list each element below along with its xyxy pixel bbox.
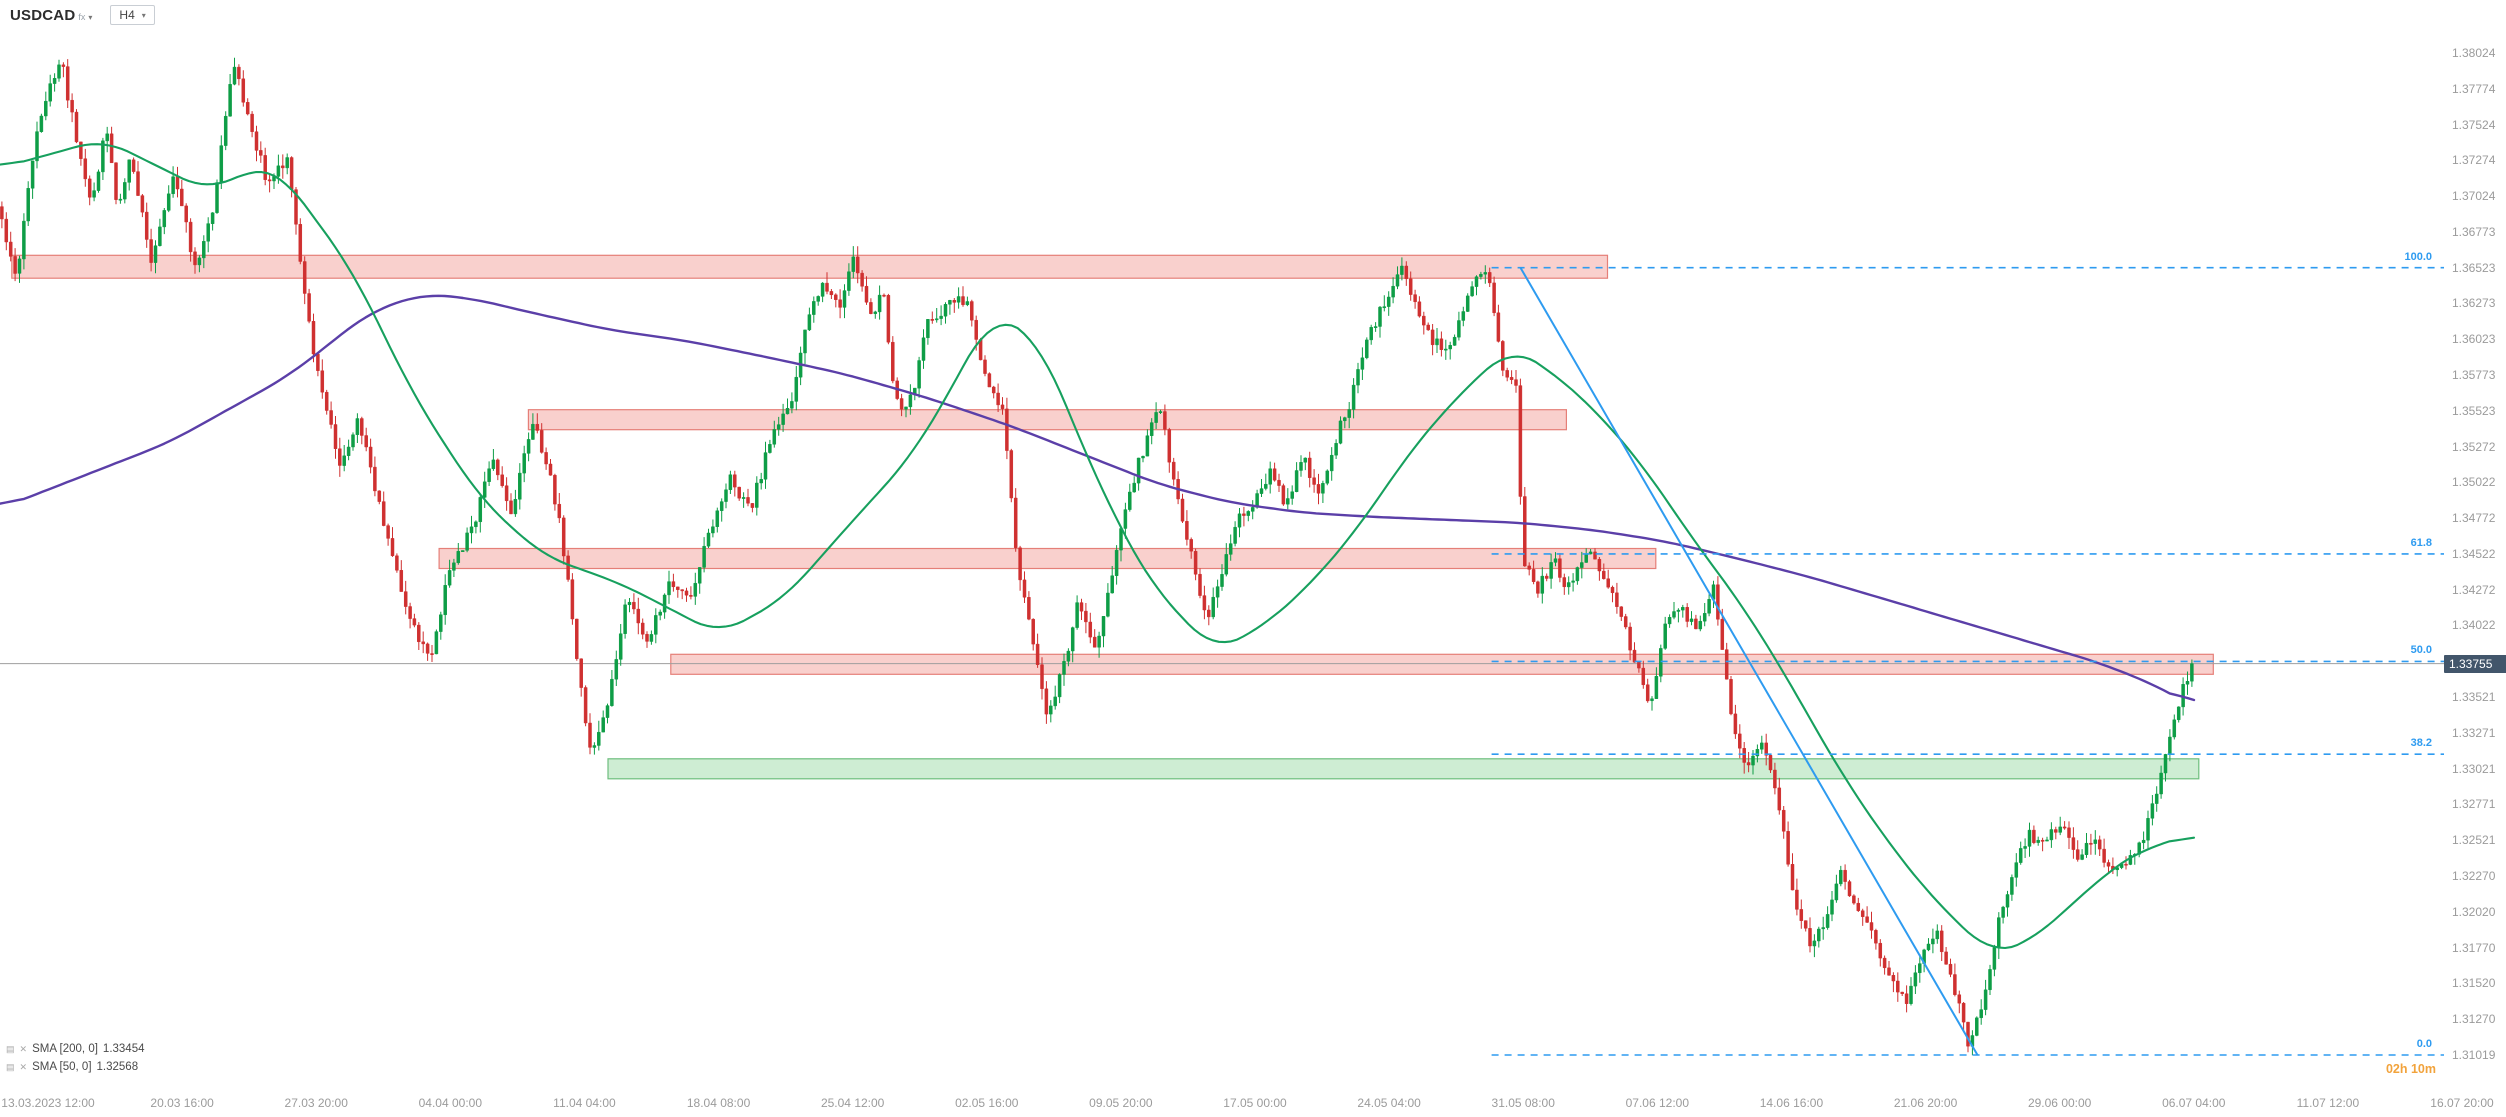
price-axis-tick: 1.35022 (2452, 475, 2496, 490)
price-axis-tick: 1.36523 (2452, 260, 2496, 275)
price-axis-tick: 1.37524 (2452, 117, 2496, 132)
indicator-label: SMA [200, 0] (32, 1043, 98, 1055)
indicator-settings-icon[interactable]: ▤ (6, 1061, 15, 1072)
resistance-zone[interactable] (527, 409, 1568, 431)
sma-50-line[interactable] (0, 143, 2196, 950)
fib-level-label: 100.0 (2404, 250, 2432, 263)
indicator-settings-icon[interactable]: ▤ (6, 1043, 15, 1054)
price-axis-tick: 1.36023 (2452, 332, 2496, 347)
time-axis[interactable]: 13.03.2023 12:00 20.03 16:00 27.03 20:00 04… (0, 1093, 2506, 1115)
price-axis-tick: 1.35272 (2452, 439, 2496, 454)
price-axis-tick: 1.36773 (2452, 224, 2496, 239)
time-axis-tick: 07.06 12:00 (1625, 1096, 1690, 1110)
indicator-remove-icon[interactable]: ✕ (19, 1061, 28, 1072)
price-axis-tick: 1.31770 (2452, 940, 2496, 955)
price-axis-tick: 1.34522 (2452, 546, 2496, 561)
timeframe-label: H4 (119, 8, 135, 22)
price-axis-tick: 1.36273 (2452, 296, 2496, 311)
time-axis-tick: 21.06 20:00 (1893, 1096, 1958, 1110)
price-axis-tick: 1.33021 (2452, 761, 2496, 776)
time-axis-tick: 13.03.2023 12:00 (1, 1096, 95, 1110)
indicator-remove-icon[interactable]: ✕ (19, 1043, 28, 1054)
price-axis-tick: 1.33521 (2452, 690, 2496, 705)
indicator-value: 1.33454 (102, 1043, 145, 1055)
fib-trendline[interactable] (1519, 267, 1979, 1056)
sma-200-line[interactable] (0, 294, 2196, 702)
indicator-legend-row: ▤ ✕ SMA [50, 0] 1.32568 (6, 1058, 145, 1076)
price-axis-tick: 1.35773 (2452, 367, 2496, 382)
indicator-legend-row: ▤ ✕ SMA [200, 0] 1.33454 (6, 1040, 145, 1058)
price-axis-tick: 1.35523 (2452, 403, 2496, 418)
price-axis-tick: 1.31270 (2452, 1012, 2496, 1027)
price-axis-tick: 1.32270 (2452, 869, 2496, 884)
current-price-label: 1.33755 (2444, 654, 2506, 673)
indicator-legend: ▤ ✕ SMA [200, 0] 1.33454 ▤ ✕ SMA [50, 0]… (6, 1040, 145, 1076)
symbol-name: USDCAD (10, 6, 76, 24)
time-axis-tick: 16.07 20:00 (2430, 1096, 2494, 1110)
price-axis-tick: 1.32020 (2452, 904, 2496, 919)
resistance-zone[interactable] (11, 254, 1609, 279)
price-axis-tick: 1.38024 (2452, 46, 2496, 60)
timeframe-selector[interactable]: H4 ▾ (110, 5, 155, 25)
fib-level-label: 38.2 (2410, 737, 2432, 750)
price-axis-tick: 1.37774 (2452, 81, 2496, 96)
chevron-down-icon: ▾ (88, 12, 93, 22)
fib-level-label: 61.8 (2410, 536, 2432, 549)
time-axis-tick: 27.03 20:00 (284, 1096, 348, 1110)
price-axis-tick: 1.33271 (2452, 725, 2496, 740)
resistance-zone[interactable] (670, 653, 2214, 675)
candles-down-bodies (0, 64, 2128, 1047)
price-axis-tick: 1.31520 (2452, 976, 2496, 991)
resistance-zone[interactable] (438, 547, 1657, 570)
time-axis-tick: 14.06 16:00 (1759, 1096, 1824, 1110)
chart-header: USDCAD fx ▾ H4 ▾ (0, 0, 2506, 30)
price-axis-tick: 1.34272 (2452, 582, 2496, 597)
time-axis-tick: 17.05 00:00 (1223, 1096, 1287, 1110)
time-axis-tick: 11.07 12:00 (2296, 1096, 2360, 1110)
fib-level-label: 0.0 (2416, 1038, 2432, 1050)
price-axis-tick: 1.34772 (2452, 511, 2496, 526)
price-axis-tick: 1.32521 (2452, 833, 2496, 848)
indicator-value: 1.32568 (96, 1061, 139, 1073)
price-axis-tick: 1.32771 (2452, 797, 2496, 812)
price-axis-tick: 1.34022 (2452, 618, 2496, 633)
time-axis-tick: 04.04 00:00 (418, 1096, 483, 1110)
symbol-type-badge: fx (78, 11, 86, 22)
time-axis-tick: 06.07 04:00 (2162, 1096, 2226, 1110)
price-axis-tick: 1.37024 (2452, 189, 2496, 204)
support-zone[interactable] (607, 758, 2200, 780)
time-axis-tick: 25.04 12:00 (820, 1096, 885, 1110)
symbol-selector[interactable]: USDCAD fx ▾ (10, 7, 92, 24)
time-axis-tick: 29.06 00:00 (2027, 1096, 2092, 1110)
price-axis-tick: 1.37274 (2452, 153, 2496, 168)
time-axis-tick: 11.04 04:00 (553, 1096, 616, 1110)
price-axis[interactable]: 1.38024 1.37774 1.37524 1.37274 1.37024 1.367… (2444, 0, 2506, 1093)
time-axis-tick: 24.05 04:00 (1357, 1096, 1421, 1110)
time-axis-tick: 02.05 16:00 (955, 1096, 1019, 1110)
time-axis-tick: 09.05 20:00 (1089, 1096, 1153, 1110)
indicator-label: SMA [50, 0] (32, 1061, 92, 1073)
fib-level-label: 50.0 (2410, 644, 2432, 657)
chevron-down-icon: ▾ (141, 10, 146, 20)
price-axis-tick: 1.31019 (2452, 1048, 2496, 1062)
time-axis-tick: 18.04 08:00 (686, 1096, 751, 1110)
time-axis-tick: 31.05 08:00 (1491, 1096, 1555, 1110)
bar-countdown-timer: 02h 10m (2385, 1062, 2436, 1076)
time-axis-tick: 20.03 16:00 (150, 1096, 214, 1110)
